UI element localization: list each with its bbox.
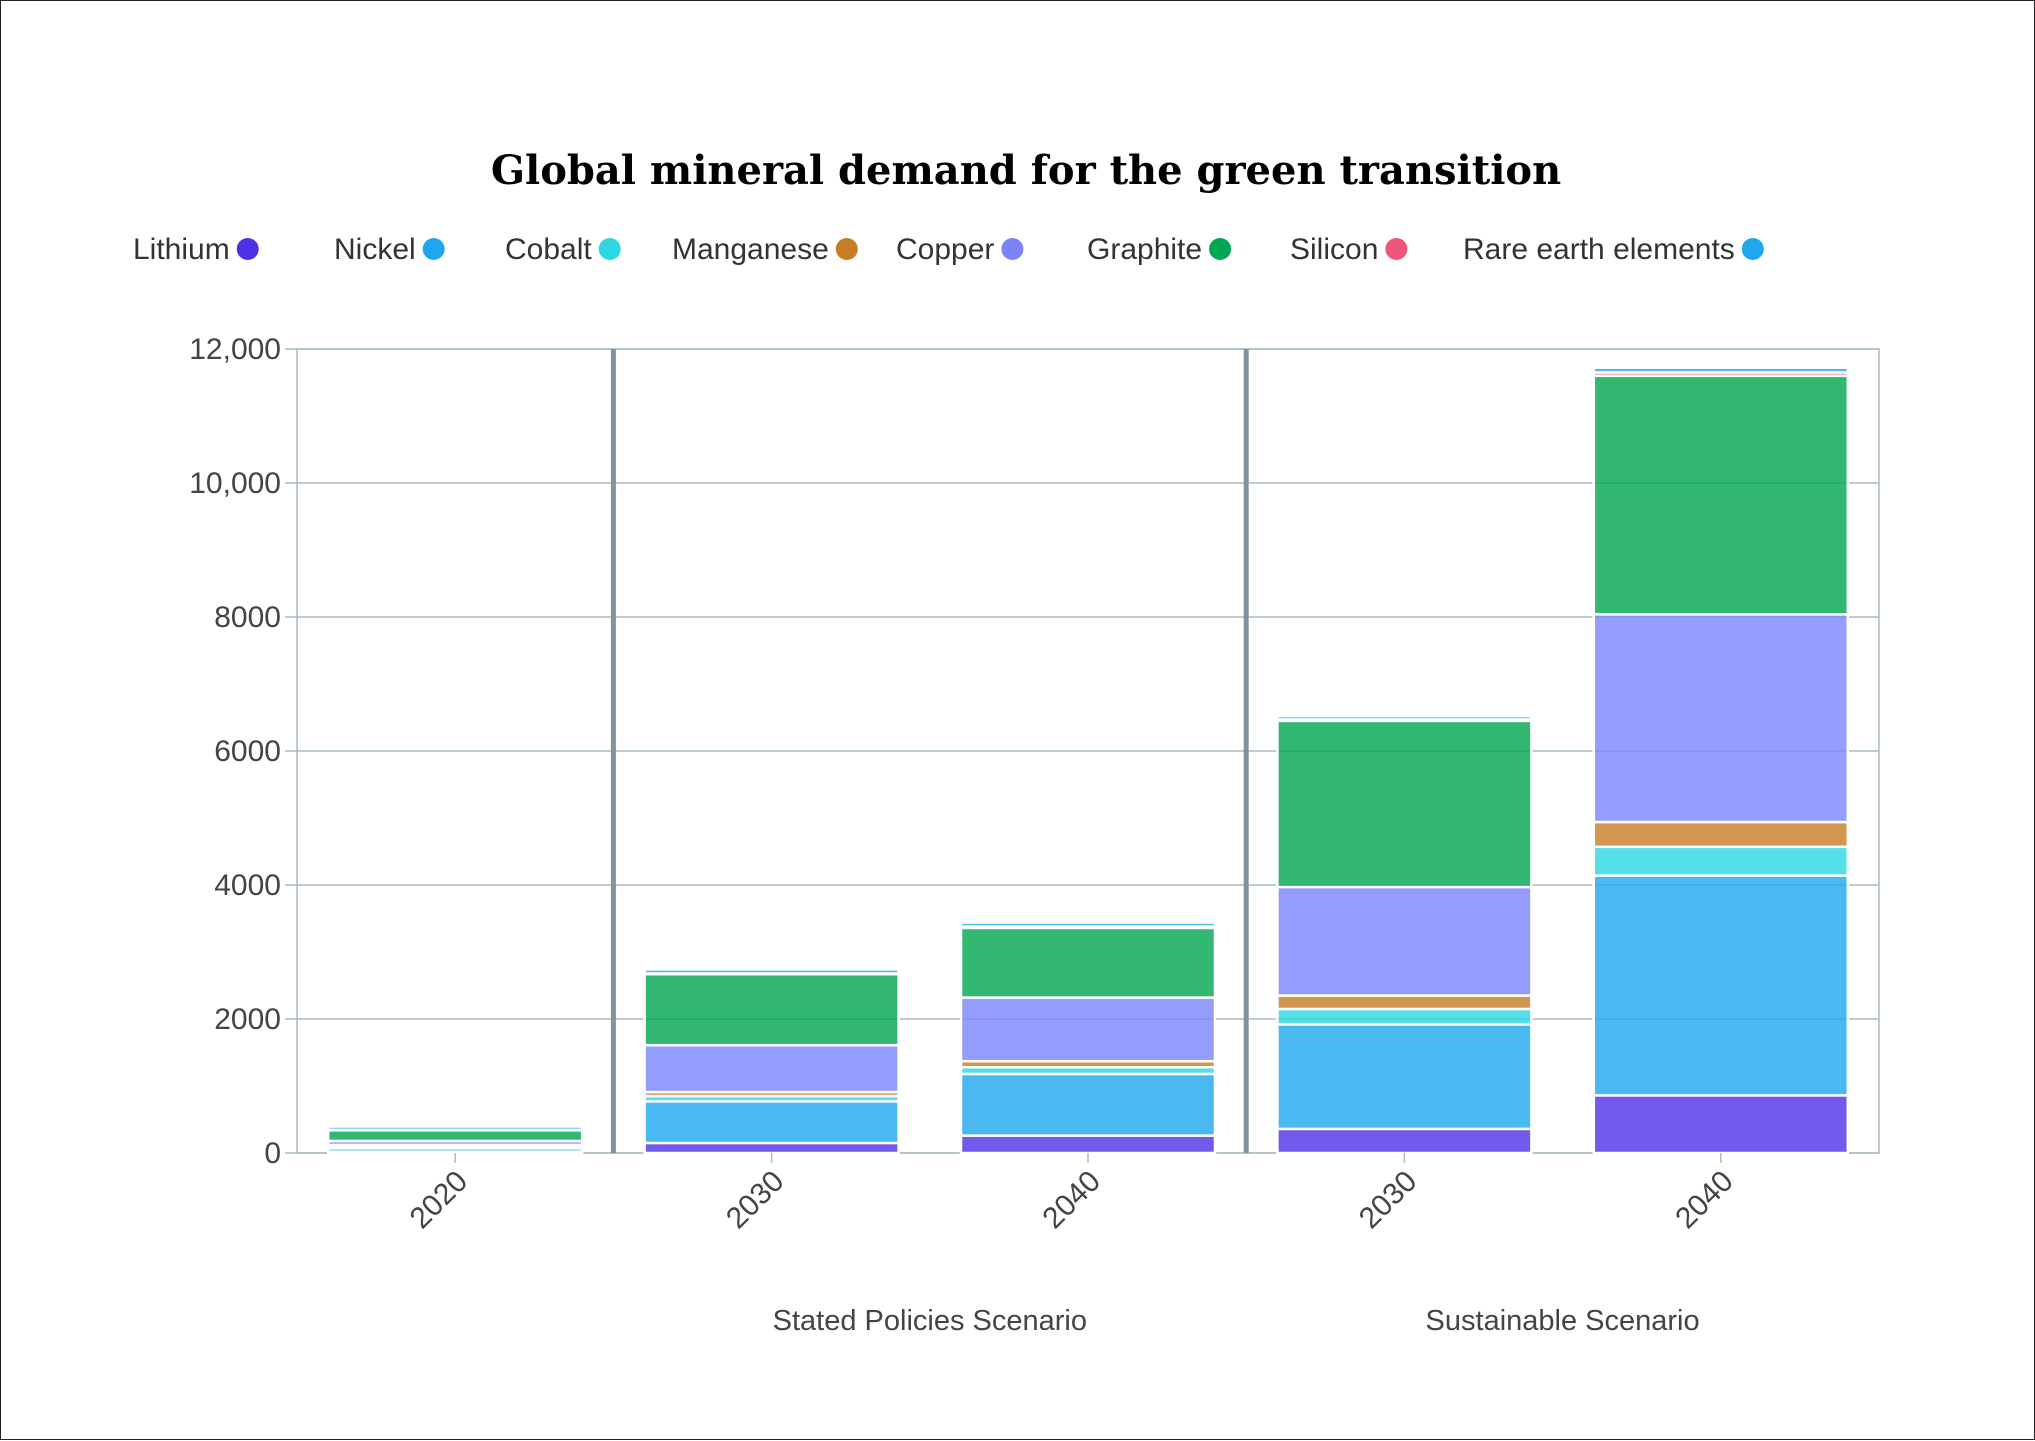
legend-marker [598, 238, 621, 260]
x-tick-label: 2020 [404, 1165, 475, 1236]
legend-label: Rare earth elements [1463, 233, 1735, 266]
legend-item-nickel[interactable]: Nickel [334, 233, 445, 266]
legend-label: Graphite [1087, 233, 1202, 266]
bars [326, 366, 1850, 1155]
legend-item-lithium[interactable]: Lithium [133, 233, 259, 266]
legend-label: Silicon [1290, 233, 1378, 266]
y-tick-label: 10,000 [189, 467, 281, 500]
legend-item-manganese[interactable]: Manganese [672, 233, 858, 266]
legend-marker [1741, 238, 1764, 260]
bar-segment-lithium[interactable] [1276, 1127, 1533, 1155]
y-axis-ticks: 0 2000 4000 6000 8000 10,000 12,000 [189, 333, 297, 1170]
legend-marker [1209, 238, 1232, 260]
group-label-stated-policies-scenario: Stated Policies Scenario [773, 1305, 1087, 1337]
x-tick-label: 2040 [1036, 1165, 1107, 1236]
y-tick-label: 12,000 [189, 333, 281, 366]
group-dividers [610, 349, 1249, 1153]
bar-segment-nickel[interactable] [1592, 874, 1850, 1097]
legend-marker [1385, 238, 1408, 260]
legend-label: Copper [896, 233, 994, 266]
bar-segment-rare-earth-elements[interactable] [326, 1125, 584, 1132]
bar-segment-graphite[interactable] [1276, 719, 1533, 889]
bar-segment-rare-earth-elements[interactable] [643, 968, 900, 975]
bar-segment-nickel[interactable] [959, 1072, 1217, 1137]
legend-label: Manganese [672, 233, 829, 266]
legend-label: Nickel [334, 233, 416, 266]
bar-segment-manganese[interactable] [1592, 820, 1850, 849]
bar-segment-copper[interactable] [1592, 613, 1850, 824]
bar-segment-copper[interactable] [959, 996, 1217, 1063]
bar-segment-cobalt[interactable] [1592, 845, 1850, 877]
legend-marker [422, 238, 445, 260]
legend-item-graphite[interactable]: Graphite [1087, 233, 1232, 266]
x-tick-label: 2040 [1669, 1165, 1740, 1236]
bar-segment-manganese[interactable] [1276, 994, 1533, 1011]
legend-item-rare-earth-elements[interactable]: Rare earth elements [1463, 233, 1764, 266]
bar-segment-rare-earth-elements[interactable] [959, 921, 1217, 928]
y-tick-label: 0 [264, 1137, 281, 1170]
chart-title: Global mineral demand for the green tran… [491, 147, 1561, 194]
bar-segment-rare-earth-elements[interactable] [1592, 366, 1850, 374]
legend-marker [835, 238, 858, 260]
bar-segment-lithium[interactable] [1592, 1094, 1850, 1155]
bar-segment-nickel[interactable] [643, 1100, 900, 1145]
group-label-sustainable-scenario: Sustainable Scenario [1426, 1305, 1700, 1337]
bar-segment-copper[interactable] [643, 1043, 900, 1094]
legend-item-copper[interactable]: Copper [896, 233, 1024, 266]
legend-label: Cobalt [505, 233, 592, 266]
x-tick-label: 2030 [1353, 1165, 1424, 1236]
bar-segment-graphite[interactable] [1592, 374, 1850, 616]
bar-segment-lithium[interactable] [959, 1134, 1217, 1155]
x-axis-ticks: 2020 2030 2040 2030 2040 [404, 1153, 1740, 1235]
legend-item-cobalt[interactable]: Cobalt [505, 233, 621, 266]
bar-segment-graphite[interactable] [959, 926, 1217, 999]
bar-segment-nickel[interactable] [1276, 1023, 1533, 1131]
x-tick-label: 2030 [720, 1165, 791, 1236]
bar-segment-rare-earth-elements[interactable] [1276, 714, 1533, 721]
y-tick-label: 4000 [214, 869, 281, 902]
legend: Lithium Nickel Cobalt Manganese Copper Graphi… [133, 233, 1764, 266]
bar-segment-graphite[interactable] [326, 1128, 584, 1143]
y-tick-label: 6000 [214, 735, 281, 768]
bar-segment-cobalt[interactable] [1276, 1007, 1533, 1026]
gridlines [296, 348, 1880, 1154]
legend-label: Lithium [133, 233, 230, 266]
legend-item-silicon[interactable]: Silicon [1290, 233, 1408, 266]
bar-segment-lithium[interactable] [643, 1141, 900, 1155]
bar-segment-copper[interactable] [1276, 885, 1533, 997]
group-labels: Stated Policies Scenario Sustainable Scen… [773, 1305, 1700, 1337]
y-tick-label: 8000 [214, 601, 281, 634]
legend-marker [1001, 238, 1024, 260]
y-tick-label: 2000 [214, 1003, 281, 1036]
bar-segment-graphite[interactable] [643, 972, 900, 1047]
legend-marker [236, 238, 259, 260]
